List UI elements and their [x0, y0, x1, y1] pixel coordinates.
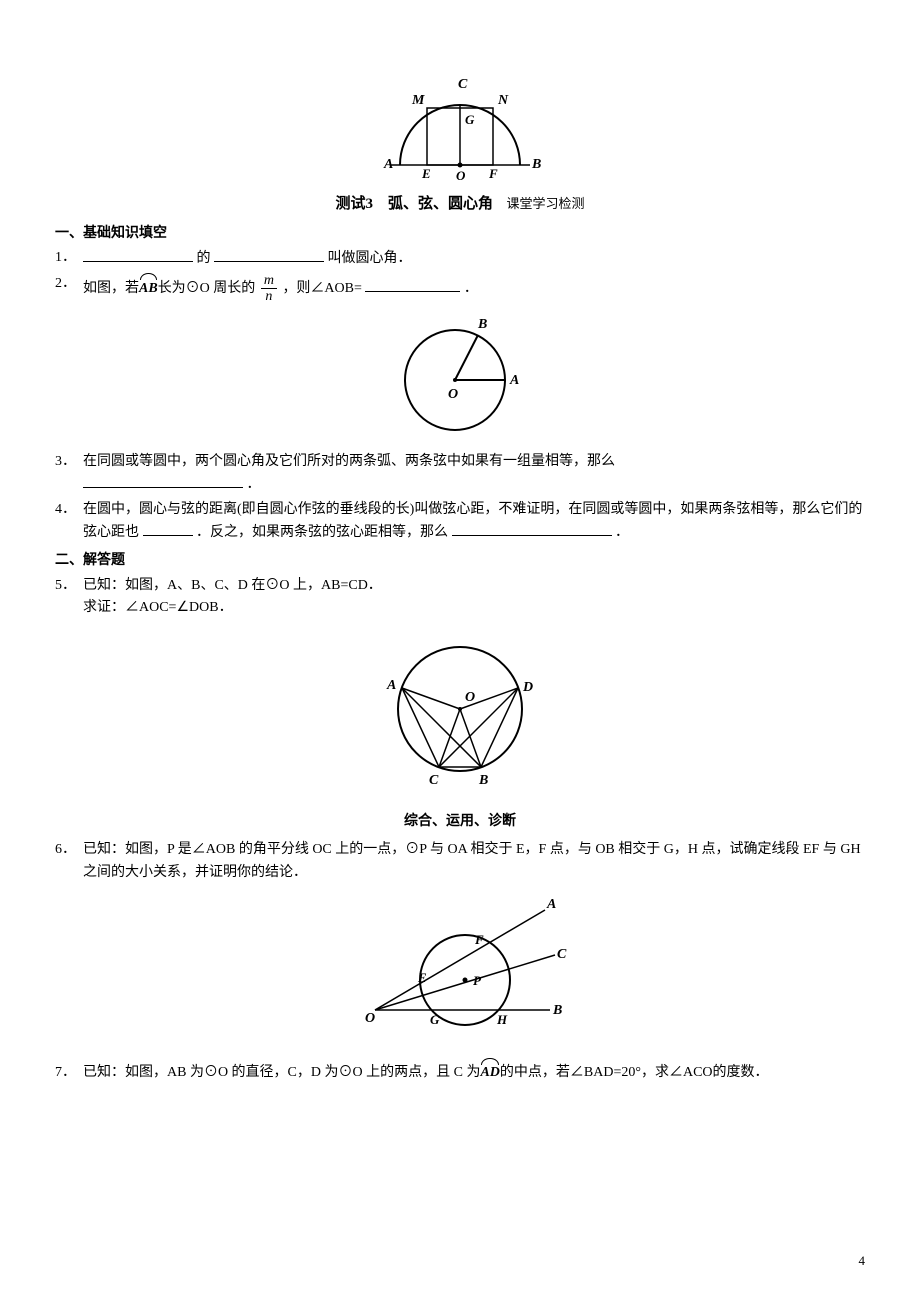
label-m: M — [411, 93, 425, 108]
figure-q6-svg: O A C B P E F G H — [345, 890, 575, 1040]
q1: 1． 的 叫做圆心角． — [55, 247, 865, 270]
page-number: 4 — [859, 1251, 866, 1272]
figure-q2-svg: O A B — [390, 310, 530, 440]
q6-num: 6． — [55, 839, 83, 861]
q7-body: 已知：如图，AB 为⊙O 的直径，C，D 为⊙O 上的两点，且 C 为AD的中点… — [83, 1062, 865, 1084]
q5: 5． 已知：如图，A、B、C、D 在⊙O 上，AB=CD． 求证：∠AOC=∠D… — [55, 575, 865, 620]
q2-arc: AB — [139, 278, 158, 300]
label-b: B — [531, 157, 541, 172]
q2-frac-num: m — [261, 273, 277, 289]
page: C M N G A B E F O 测试3 弧、弦、圆心角 课堂学习检测 一、基… — [0, 0, 920, 1302]
q4-t3: ． — [615, 525, 629, 540]
label-g: G — [465, 112, 475, 127]
q2-num: 2． — [55, 273, 83, 295]
q6: 6． 已知：如图，P 是∠AOB 的角平分线 OC 上的一点，⊙P 与 OA 相… — [55, 839, 865, 884]
q3-t1: 在同圆或等圆中，两个圆心角及它们所对的两条弧、两条弦中如果有一组量相等，那么 — [83, 454, 615, 469]
svg-text:E: E — [417, 970, 427, 985]
q3-blank — [83, 473, 243, 488]
q2-t4: ． — [464, 281, 478, 296]
svg-text:A: A — [386, 678, 396, 693]
svg-text:A: A — [509, 373, 519, 388]
figure-q5-svg: A D C B O — [375, 629, 545, 794]
svg-text:O: O — [465, 690, 475, 705]
svg-text:H: H — [496, 1012, 508, 1027]
q7-num: 7． — [55, 1062, 83, 1084]
q6-body: 已知：如图，P 是∠AOB 的角平分线 OC 上的一点，⊙P 与 OA 相交于 … — [83, 839, 865, 884]
q1-body: 的 叫做圆心角． — [83, 247, 865, 270]
q2-blank — [365, 277, 460, 292]
q3: 3． 在同圆或等圆中，两个圆心角及它们所对的两条弧、两条弦中如果有一组量相等，那… — [55, 451, 865, 497]
figure-q6: O A C B P E F G H — [55, 890, 865, 1048]
q1-t1: 的 — [197, 251, 211, 266]
q4-t2: ．反之，如果两条弦的弦心距相等，那么 — [196, 525, 448, 540]
svg-text:C: C — [429, 773, 439, 788]
section1-heading: 一、基础知识填空 — [55, 223, 865, 245]
svg-text:B: B — [477, 317, 487, 332]
mid-title: 综合、运用、诊断 — [55, 811, 865, 833]
figure-top-svg: C M N G A B E F O — [370, 70, 550, 180]
label-o: O — [456, 168, 466, 180]
label-a: A — [383, 157, 393, 172]
q7-t1: 已知：如图，AB 为⊙O 的直径，C，D 为⊙O 上的两点，且 C 为 — [83, 1065, 480, 1080]
q3-body: 在同圆或等圆中，两个圆心角及它们所对的两条弧、两条弦中如果有一组量相等，那么 ． — [83, 451, 865, 497]
svg-text:G: G — [430, 1012, 440, 1027]
q5-num: 5． — [55, 575, 83, 597]
title-sub: 课堂学习检测 — [507, 196, 585, 211]
figure-top: C M N G A B E F O — [55, 70, 865, 188]
q5-body: 已知：如图，A、B、C、D 在⊙O 上，AB=CD． 求证：∠AOC=∠DOB． — [83, 575, 865, 620]
svg-text:O: O — [448, 387, 458, 402]
q4-body: 在圆中，圆心与弦的距离(即自圆心作弦的垂线段的长)叫做弦心距，不难证明，在同圆或… — [83, 499, 865, 545]
label-f: F — [488, 166, 498, 180]
svg-text:O: O — [365, 1011, 375, 1026]
q1-num: 1． — [55, 247, 83, 269]
figure-q2: O A B — [55, 310, 865, 448]
q3-num: 3． — [55, 451, 83, 473]
title-line: 测试3 弧、弦、圆心角 课堂学习检测 — [55, 192, 865, 216]
q1-blank2 — [214, 247, 324, 262]
label-e: E — [421, 166, 431, 180]
svg-text:A: A — [546, 897, 556, 912]
label-n: N — [497, 93, 509, 108]
q3-t2: ． — [247, 477, 261, 492]
svg-text:F: F — [474, 932, 484, 947]
title-main: 测试3 弧、弦、圆心角 — [335, 196, 493, 212]
label-c: C — [458, 77, 468, 92]
q4-blank1 — [143, 521, 193, 536]
q7: 7． 已知：如图，AB 为⊙O 的直径，C，D 为⊙O 上的两点，且 C 为AD… — [55, 1062, 865, 1084]
q2-frac-den: n — [261, 289, 277, 304]
section2-heading: 二、解答题 — [55, 550, 865, 572]
svg-text:C: C — [557, 947, 567, 962]
q5-line1: 已知：如图，A、B、C、D 在⊙O 上，AB=CD． — [83, 575, 865, 597]
q5-line2: 求证：∠AOC=∠DOB． — [83, 597, 865, 619]
q1-t2: 叫做圆心角． — [328, 251, 412, 266]
svg-text:B: B — [478, 773, 488, 788]
q1-blank1 — [83, 247, 193, 262]
svg-text:P: P — [473, 973, 482, 988]
q7-t2: 的中点，若∠BAD=20°，求∠ACO的度数． — [500, 1065, 769, 1080]
q2-body: 如图，若AB长为⊙O 周长的 m n ，则∠AOB= ． — [83, 273, 865, 305]
svg-text:D: D — [522, 680, 533, 695]
q7-arc: AD — [480, 1062, 499, 1084]
q2-t1: 如图，若 — [83, 281, 139, 296]
q2-t3: ，则∠AOB= — [282, 281, 361, 296]
q4-num: 4． — [55, 499, 83, 521]
q4: 4． 在圆中，圆心与弦的距离(即自圆心作弦的垂线段的长)叫做弦心距，不难证明，在… — [55, 499, 865, 545]
q2-t2: 长为⊙O 周长的 — [158, 281, 256, 296]
q2-frac: m n — [261, 273, 277, 305]
q4-blank2 — [452, 521, 612, 536]
mid-title-text: 综合、运用、诊断 — [404, 814, 516, 829]
figure-q5: A D C B O — [55, 629, 865, 802]
q2: 2． 如图，若AB长为⊙O 周长的 m n ，则∠AOB= ． — [55, 273, 865, 305]
svg-text:B: B — [552, 1003, 562, 1018]
